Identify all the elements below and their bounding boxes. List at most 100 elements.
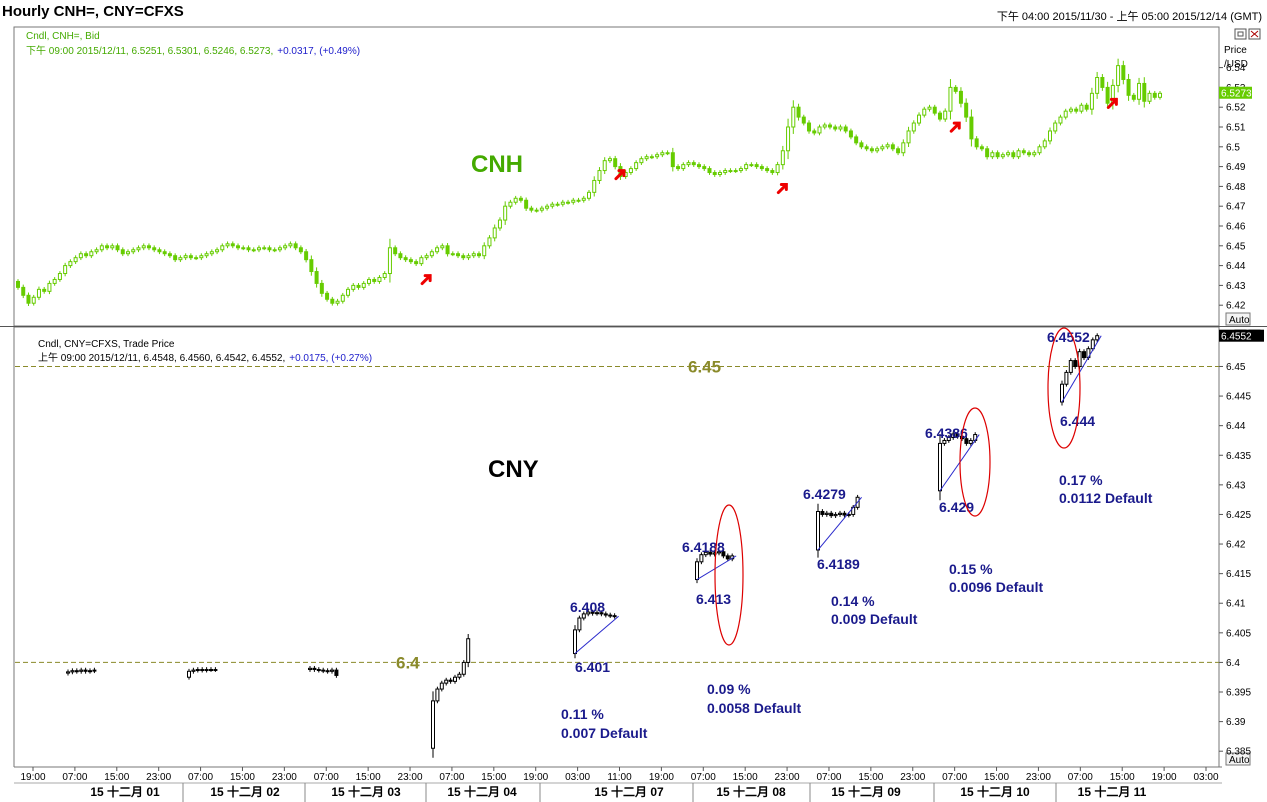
cnh-candle-body <box>209 251 214 255</box>
cnh-candle-body <box>241 247 246 250</box>
cny-candle-body <box>444 679 449 684</box>
cny-y-tick-label: 6.445 <box>1226 392 1251 403</box>
cnh-candle-body <box>57 273 62 280</box>
cnh-candle-body <box>592 179 597 193</box>
cnh-candle-body <box>854 136 859 144</box>
cnh-candle-body <box>759 166 764 170</box>
reference-line-label: 6.4 <box>396 653 420 672</box>
bottom-auto-button[interactable]: Auto <box>1225 752 1251 766</box>
cnh-candle-body <box>346 288 351 296</box>
cny-candle-body <box>946 437 951 441</box>
cny-y-tick-label: 6.45 <box>1226 362 1246 373</box>
cnh-candle-body <box>262 247 267 250</box>
cnh-candle-body <box>639 158 644 164</box>
annotation-percent: 0.09 % <box>707 681 751 697</box>
cnh-candle-body <box>1053 122 1058 132</box>
cnh-candle-body <box>665 152 670 155</box>
annotation-percent: 0.15 % <box>949 561 993 577</box>
cny-y-tick-label: 6.42 <box>1226 540 1246 551</box>
cnh-candle-body <box>953 86 958 92</box>
cny-candle-body <box>195 669 200 672</box>
x-tick-label: 23:00 <box>398 772 423 783</box>
x-tick-label: 19:00 <box>649 772 674 783</box>
cnh-candle-body <box>288 243 293 247</box>
cnh-candle-body <box>524 199 529 209</box>
cny-y-tick-label: 6.39 <box>1226 717 1246 728</box>
cnh-candle-body <box>1027 152 1032 156</box>
top-auto-button[interactable]: Auto <box>1225 312 1251 326</box>
cnh-candle-body <box>780 150 785 166</box>
cnh-candle-body <box>922 108 927 116</box>
cnh-candle-body <box>36 288 41 298</box>
x-tick-label: 15:00 <box>858 772 883 783</box>
cnh-candle-body <box>885 144 890 148</box>
x-tick-label: 07:00 <box>942 772 967 783</box>
cnh-candle-body <box>1042 140 1047 148</box>
trend-line <box>1061 335 1102 403</box>
cny-candle-body <box>833 513 838 517</box>
cnh-candle-body <box>366 278 371 284</box>
cnh-candle-body <box>1084 104 1089 110</box>
top-panel-close-icon[interactable] <box>1248 28 1261 40</box>
x-tick-label: 15:00 <box>230 772 255 783</box>
cnh-candle-body <box>859 142 864 148</box>
x-tick-label: 03:00 <box>1193 772 1218 783</box>
cnh-candle-body <box>1063 110 1068 118</box>
cnh-candle-body <box>26 294 31 304</box>
annotation-default: 0.0112 Default <box>1059 490 1153 506</box>
cnh-candle-body <box>251 249 256 252</box>
cny-y-tick-label: 6.385 <box>1226 747 1251 758</box>
x-tick-label: 19:00 <box>1152 772 1177 783</box>
cnh-candle-body <box>770 170 775 174</box>
x-tick-label: 15:00 <box>733 772 758 783</box>
cny-candle-body <box>457 673 462 678</box>
cnh-candle-body <box>419 257 424 265</box>
cnh-candle-body <box>691 162 696 166</box>
cny-candle-body <box>466 638 471 663</box>
top-panel-restore-icon[interactable] <box>1234 28 1247 40</box>
cnh-info-change: +0.0317, (+0.49%) <box>277 46 360 57</box>
cnh-candle-body <box>670 152 675 168</box>
cnh-candle-body <box>901 142 906 154</box>
cnh-candle-body <box>162 251 167 255</box>
cnh-candle-body <box>838 126 843 130</box>
annotation-high: 6.4188 <box>682 539 725 555</box>
x-tick-label: 23:00 <box>146 772 171 783</box>
cnh-candle-body <box>634 162 639 170</box>
cny-candle-body <box>1090 339 1095 350</box>
cny-candle-body <box>74 670 79 673</box>
cny-candle-body <box>838 512 842 515</box>
cnh-candle-body <box>848 130 853 138</box>
cnh-candle-body <box>1016 150 1021 158</box>
cnh-candle-body <box>325 292 330 300</box>
annotation-low: 6.413 <box>696 591 731 607</box>
x-day-label: 15 十二月 10 <box>960 784 1030 799</box>
cny-legend: Cndl, CNY=CFXS, Trade Price <box>38 339 175 350</box>
cnh-candle-body <box>508 201 513 207</box>
bottom-panel-frame <box>13 326 1220 768</box>
cnh-candle-body <box>896 148 901 154</box>
cny-candle-body <box>325 670 330 673</box>
cny-y-tick-label: 6.395 <box>1226 688 1251 699</box>
cnh-candle-body <box>403 257 408 261</box>
cnh-y-tick-label: 6.5 <box>1226 142 1240 153</box>
cny-candle-body <box>603 613 608 616</box>
cnh-candle-body <box>42 288 47 292</box>
cnh-candle-body <box>786 126 791 152</box>
cnh-label: CNH <box>471 151 523 178</box>
cnh-candle-body <box>644 156 649 160</box>
red-arrow-icon <box>949 121 961 133</box>
cny-candle-body <box>955 433 960 437</box>
cnh-candle-body <box>272 249 277 252</box>
cny-candle-body <box>824 512 829 515</box>
cnh-candle-body <box>545 205 550 209</box>
cnh-candle-body <box>393 247 398 255</box>
cnh-candle-body <box>152 247 157 251</box>
cny-candle-body <box>577 617 582 631</box>
cnh-candle-body <box>372 278 377 282</box>
cny-candle-body <box>312 667 317 671</box>
cnh-candle-body <box>1126 78 1131 96</box>
cnh-candle-body <box>319 282 324 294</box>
cnh-candle-body <box>822 124 827 128</box>
